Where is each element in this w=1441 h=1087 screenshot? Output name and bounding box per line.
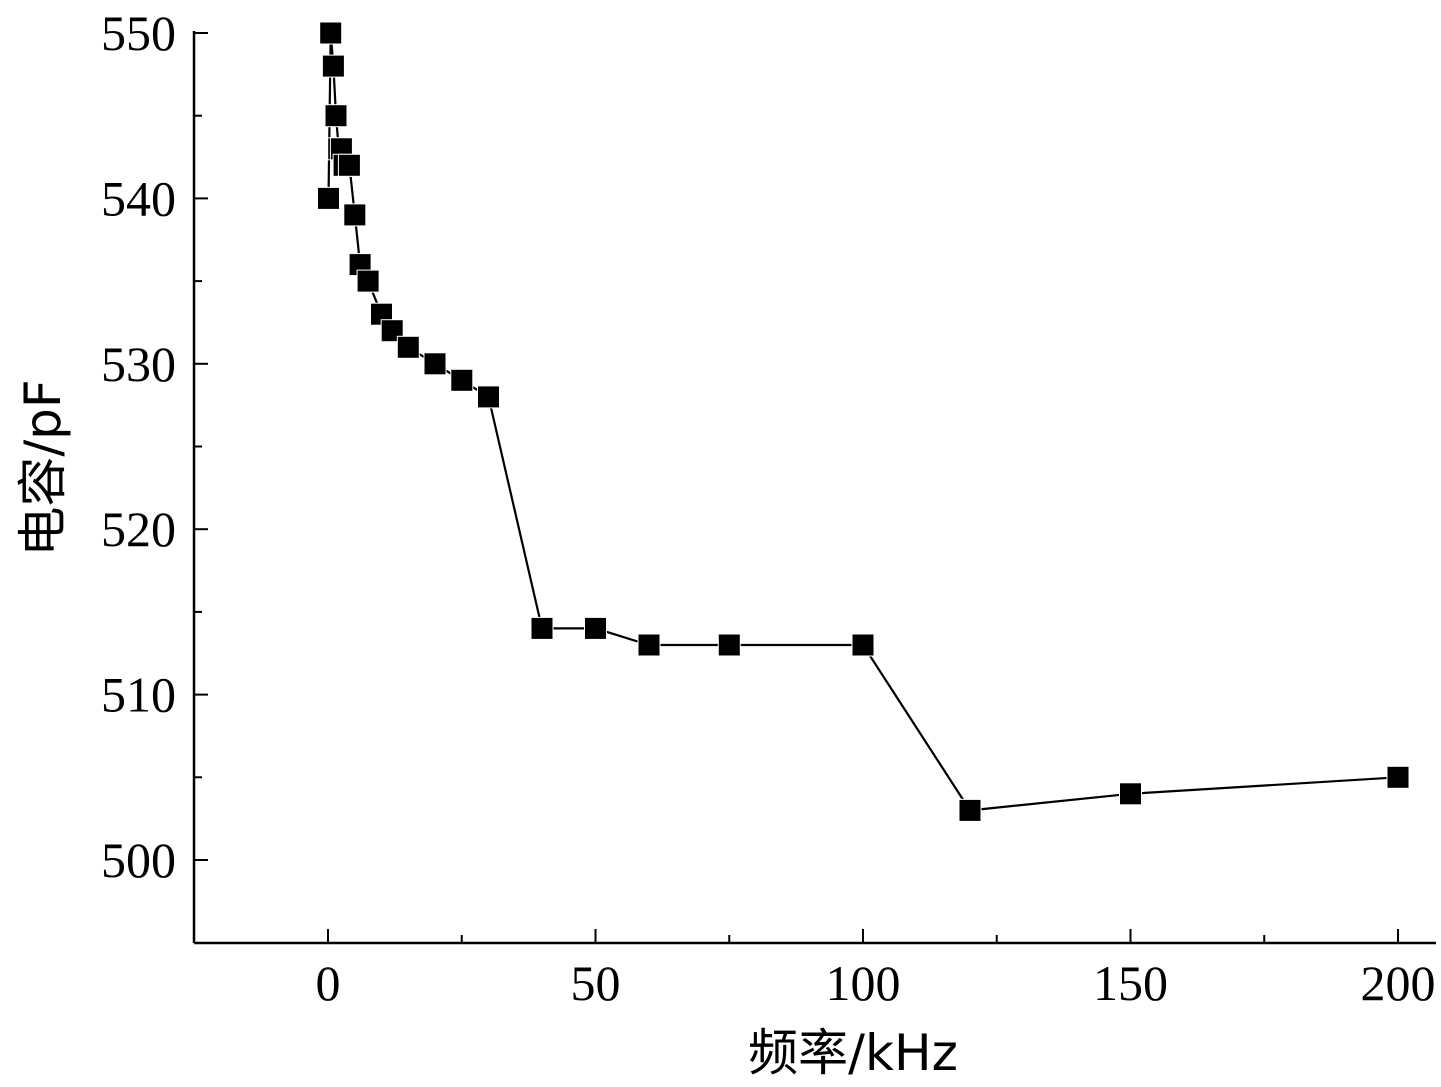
x-axis-title: 频率/kHz — [748, 1024, 958, 1082]
data-point — [321, 54, 345, 78]
data-point — [423, 352, 447, 376]
data-point — [324, 104, 348, 128]
x-tick-label: 100 — [826, 955, 901, 1011]
tick-labels: 0 50 100 150 200 500 510 520 530 540 550 — [101, 5, 1436, 1011]
y-axis-title: 电容/pF — [14, 379, 72, 556]
series-markers-group — [317, 21, 1410, 822]
data-point — [317, 186, 340, 210]
series-line-group — [327, 32, 1399, 812]
axes — [192, 31, 1436, 945]
y-tick-label: 510 — [101, 667, 176, 723]
data-point — [450, 368, 474, 392]
data-point — [343, 203, 367, 227]
x-tick-label: 50 — [571, 955, 621, 1011]
data-point — [319, 21, 343, 45]
x-tick-label: 0 — [316, 955, 341, 1011]
data-point — [958, 798, 982, 822]
data-point — [477, 385, 500, 409]
y-tick-label: 520 — [101, 501, 176, 557]
data-point — [1386, 765, 1410, 789]
data-point — [637, 633, 661, 657]
data-point — [396, 335, 420, 359]
data-point — [337, 153, 361, 177]
ticks — [194, 32, 1399, 943]
x-tick-label: 150 — [1093, 955, 1168, 1011]
data-point — [851, 633, 875, 657]
series-line — [327, 32, 1399, 812]
data-point — [356, 269, 380, 293]
y-tick-label: 550 — [101, 5, 176, 61]
data-point — [717, 633, 741, 657]
data-point — [584, 616, 607, 640]
data-point — [530, 616, 554, 640]
y-tick-label: 500 — [101, 832, 176, 888]
y-tick-label: 540 — [101, 170, 176, 226]
x-tick-label: 200 — [1361, 955, 1436, 1011]
data-point — [1119, 782, 1142, 806]
y-tick-label: 530 — [101, 336, 176, 392]
